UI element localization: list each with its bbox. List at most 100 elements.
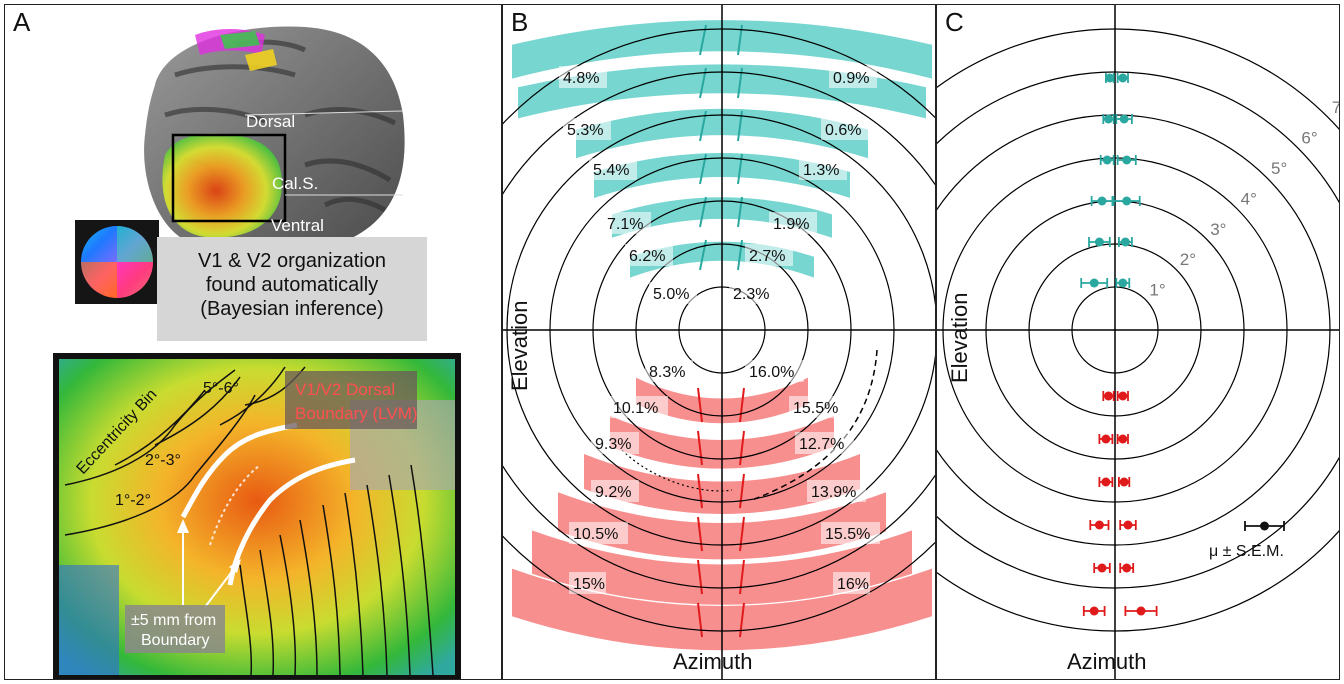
teal-tick	[699, 239, 707, 271]
inset-boundary-line2: Boundary (LVM)	[295, 404, 418, 423]
red-point-left	[1089, 606, 1099, 616]
pct-upper-right: 1.3%	[803, 162, 839, 179]
red-tick	[739, 516, 745, 552]
pct-lower-left: 10.5%	[573, 526, 618, 543]
red-tick	[739, 602, 745, 638]
bin-56-label: 5°-6°	[203, 380, 239, 397]
color-wheel-icon	[75, 220, 159, 304]
pct-lower-left: 9.3%	[595, 436, 631, 453]
pct-upper-right-bg	[799, 158, 847, 180]
ring-label: 3°	[1210, 220, 1226, 239]
pct-upper-left: 5.3%	[567, 122, 603, 139]
red-point-right	[1118, 434, 1128, 444]
ring-label: 5°	[1271, 159, 1287, 178]
legend-label: μ ± S.E.M.	[1209, 543, 1284, 560]
pct-lower-left: 10.1%	[613, 400, 658, 417]
teal-tick	[737, 239, 743, 271]
red-tick	[739, 430, 745, 466]
pct-upper-right-bg	[769, 212, 817, 234]
pct-upper-right: 0.9%	[833, 70, 869, 87]
red-tick	[697, 473, 703, 509]
panel-c: C 1° 2° 3° 4° 5° 6° 7° μ ± S.E.M. Azimuth Eleva…	[936, 4, 1340, 680]
teal-point-left	[1105, 73, 1115, 83]
teal-point-right	[1119, 114, 1129, 124]
pct-upper-left-bg	[625, 244, 673, 266]
caption-box: V1 & V2 organization found automatically…	[157, 237, 427, 341]
caption-line3: (Bayesian inference)	[200, 298, 384, 320]
bin-23-label: 2°-3°	[145, 452, 181, 469]
pct-upper-right: 0.6%	[825, 122, 861, 139]
ring-label: 7°	[1332, 98, 1340, 117]
pct-upper-left-bg	[563, 118, 611, 140]
legend-point	[1260, 521, 1269, 531]
panel-b-label: B	[511, 7, 529, 37]
pct-lower-right: 12.7%	[799, 436, 844, 453]
panel-a: A	[4, 4, 502, 680]
teal-point-right	[1118, 73, 1128, 83]
teal-point-left	[1089, 278, 1099, 288]
inset-boundary-line1: V1/V2 Dorsal	[295, 380, 395, 399]
teal-point-left	[1094, 237, 1104, 247]
cals-label: Cal.S.	[272, 174, 318, 193]
teal-point-left	[1097, 196, 1107, 206]
red-tick	[739, 387, 745, 423]
dorsal-label: Dorsal	[246, 112, 295, 131]
ventral-label: Ventral	[271, 216, 324, 235]
pct-upper-left: 7.1%	[607, 216, 643, 233]
pct-lower-left-bg	[609, 396, 668, 418]
panel-c-plot: 1° 2° 3° 4° 5° 6° 7° μ ± S.E.M.	[937, 5, 1340, 679]
pct-upper-right: 2.7%	[749, 248, 785, 265]
red-point-left	[1097, 563, 1107, 573]
red-point-left	[1094, 520, 1104, 530]
pct-lower-left-bg	[569, 572, 606, 594]
panel-b-plot: 5.0% 6.2% 7.1% 5.4% 5.3% 4.8% 2.3% 2.7% 1.9% 1.3%…	[503, 5, 935, 679]
pct-lower-left-bg	[591, 432, 639, 454]
pct-lower-left: 15%	[573, 576, 605, 593]
red-point-left	[1101, 434, 1111, 444]
pct-lower-right-bg	[833, 572, 870, 594]
pct-lower-left: 9.2%	[595, 484, 631, 501]
pct-upper-left: 6.2%	[629, 248, 665, 265]
pct-lower-right-bg	[795, 432, 854, 454]
pm5-line2: Boundary	[141, 632, 210, 649]
pct-lower-left-bg	[591, 480, 639, 502]
pm5-line1: ±5 mm from	[131, 612, 216, 629]
red-tick	[697, 516, 703, 552]
pct-lower-left-bg	[645, 360, 693, 382]
bin-12-label: 1°-2°	[115, 492, 151, 509]
caption-line2: found automatically	[205, 274, 379, 296]
brain-rendering: Dorsal Cal.S. Ventral	[144, 26, 405, 254]
red-point-right	[1122, 563, 1132, 573]
ring-label: 2°	[1180, 250, 1196, 269]
pct-lower-right: 13.9%	[811, 484, 856, 501]
teal-point-right	[1120, 237, 1130, 247]
teal-point-right	[1122, 155, 1132, 165]
ring-label: 6°	[1301, 129, 1317, 148]
ring-label: 4°	[1241, 189, 1257, 208]
pct-lower-right-bg	[745, 360, 804, 382]
red-tick	[739, 559, 745, 595]
red-tick	[697, 559, 703, 595]
dashed-curve	[751, 349, 878, 501]
teal-point-left	[1102, 155, 1112, 165]
pct-upper-right: 2.3%	[733, 286, 769, 303]
pct-upper-left: 4.8%	[563, 70, 599, 87]
pct-lower-right: 16.0%	[749, 364, 794, 381]
pct-lower-left-bg	[569, 522, 628, 544]
teal-point-right	[1122, 196, 1132, 206]
pct-lower-left: 8.3%	[649, 364, 685, 381]
pct-upper-right: 1.9%	[773, 216, 809, 233]
caption-line1: V1 & V2 organization	[198, 250, 386, 272]
red-tick	[697, 602, 703, 638]
ring-label: 1°	[1149, 281, 1165, 300]
pct-upper-right-bg	[821, 118, 869, 140]
teal-point-left	[1104, 114, 1113, 124]
pct-upper-right-bg	[729, 282, 777, 304]
red-point-right	[1119, 477, 1129, 487]
pct-upper-left: 5.0%	[653, 286, 689, 303]
panel-b-xlabel: Azimuth	[673, 649, 753, 674]
teal-point-right	[1118, 278, 1128, 288]
pct-upper-left-bg	[649, 282, 697, 304]
pct-upper-right-bg	[745, 244, 793, 266]
red-point-left	[1101, 477, 1111, 487]
